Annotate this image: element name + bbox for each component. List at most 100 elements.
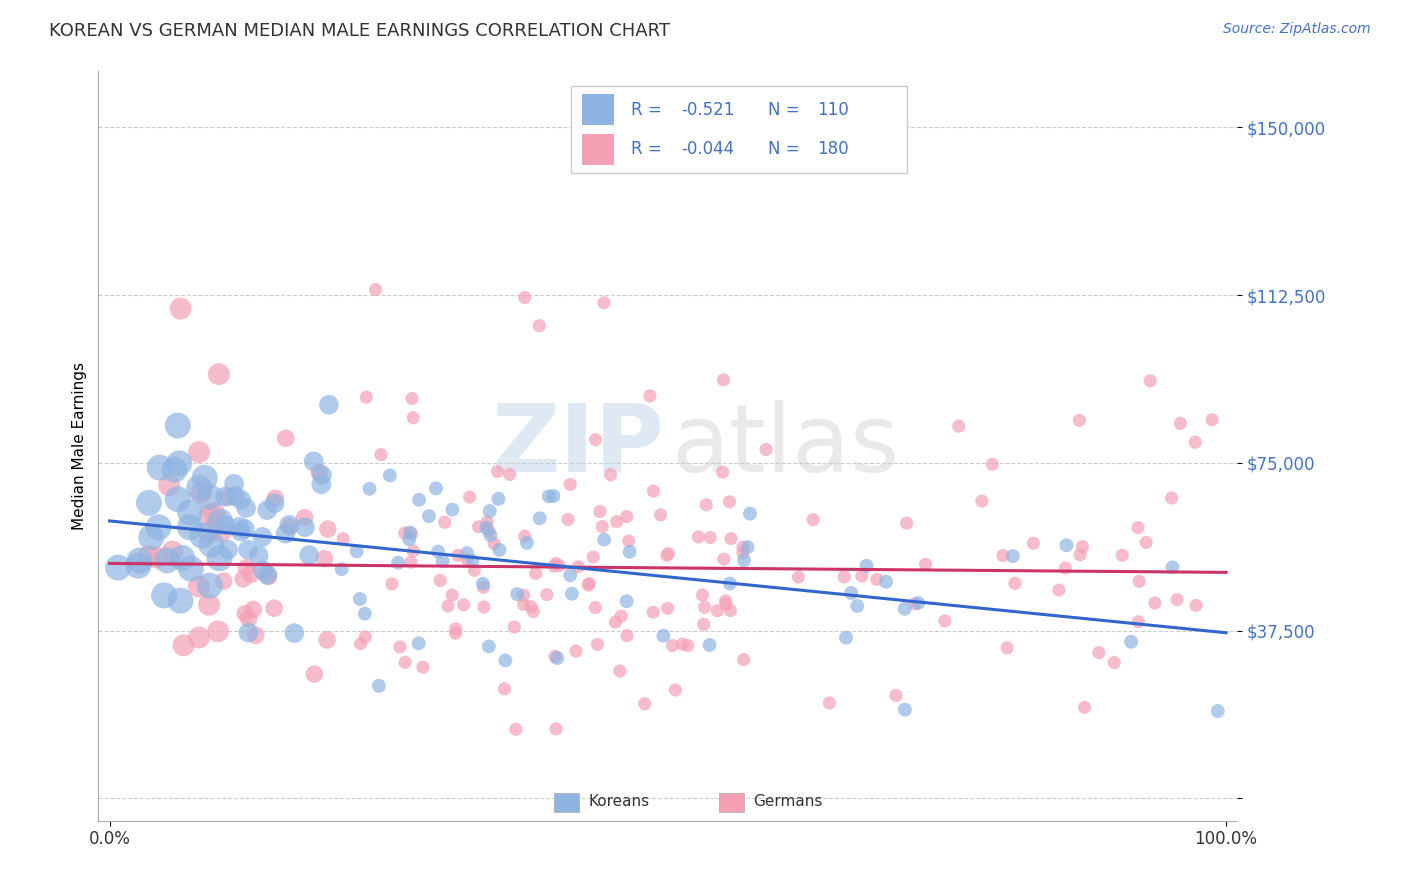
Point bbox=[274, 526, 297, 541]
Point bbox=[214, 490, 236, 504]
Point bbox=[200, 537, 222, 551]
Point bbox=[302, 454, 325, 468]
Point bbox=[657, 547, 679, 561]
Point bbox=[252, 530, 274, 544]
Point bbox=[617, 533, 640, 548]
Point bbox=[354, 630, 377, 644]
FancyBboxPatch shape bbox=[718, 793, 744, 812]
Y-axis label: Median Male Earnings: Median Male Earnings bbox=[72, 362, 87, 530]
Point bbox=[737, 540, 759, 554]
Point bbox=[486, 491, 509, 506]
Point bbox=[399, 525, 422, 540]
Point bbox=[304, 667, 326, 681]
Point bbox=[512, 588, 534, 602]
Point bbox=[1166, 592, 1188, 607]
Point bbox=[488, 542, 510, 557]
Text: -0.521: -0.521 bbox=[682, 101, 735, 119]
Point bbox=[693, 600, 716, 615]
Point bbox=[401, 392, 423, 406]
Point bbox=[432, 554, 454, 568]
Point bbox=[855, 558, 877, 573]
Point bbox=[308, 465, 330, 479]
Point bbox=[456, 546, 478, 560]
Point bbox=[576, 578, 599, 592]
Point bbox=[408, 636, 430, 650]
Point bbox=[247, 549, 270, 563]
Point bbox=[128, 553, 150, 567]
Point bbox=[634, 697, 657, 711]
Point bbox=[1135, 535, 1157, 549]
Point bbox=[401, 526, 423, 541]
Point bbox=[198, 524, 221, 539]
Point bbox=[720, 532, 742, 546]
Point bbox=[692, 617, 714, 632]
Point bbox=[235, 560, 257, 574]
Point bbox=[222, 476, 245, 491]
Point bbox=[149, 460, 172, 475]
Point bbox=[486, 465, 509, 479]
Point bbox=[537, 489, 560, 503]
Point bbox=[240, 567, 263, 582]
Point bbox=[676, 639, 699, 653]
Point bbox=[1201, 413, 1223, 427]
Point bbox=[529, 318, 551, 333]
Text: -0.044: -0.044 bbox=[682, 140, 735, 158]
Point bbox=[256, 503, 278, 517]
Point bbox=[1160, 491, 1182, 505]
Point bbox=[567, 559, 589, 574]
Point bbox=[441, 588, 464, 602]
Point bbox=[733, 553, 755, 567]
Point bbox=[316, 522, 339, 536]
Point bbox=[316, 632, 339, 647]
Point bbox=[536, 588, 558, 602]
Point bbox=[695, 498, 717, 512]
Point bbox=[839, 586, 862, 600]
Point bbox=[543, 559, 565, 574]
Point bbox=[671, 637, 693, 651]
Point bbox=[399, 555, 422, 569]
Point bbox=[157, 478, 180, 492]
Point bbox=[456, 552, 478, 566]
Point bbox=[1111, 548, 1133, 562]
Point bbox=[544, 722, 567, 736]
Point bbox=[606, 515, 628, 529]
Point bbox=[513, 529, 536, 543]
Point bbox=[494, 681, 516, 696]
Point bbox=[458, 490, 481, 504]
Point bbox=[238, 612, 260, 626]
Point bbox=[1185, 599, 1208, 613]
Point bbox=[1170, 417, 1192, 431]
Point bbox=[638, 389, 661, 403]
Point bbox=[242, 602, 264, 616]
Point bbox=[148, 520, 170, 534]
Point bbox=[516, 536, 538, 550]
Point bbox=[711, 465, 734, 479]
Point bbox=[498, 467, 520, 482]
Point bbox=[664, 683, 686, 698]
Point bbox=[447, 549, 470, 563]
Point bbox=[616, 509, 638, 524]
Point bbox=[731, 541, 754, 555]
Point bbox=[1206, 704, 1229, 718]
Point bbox=[229, 492, 252, 507]
Point bbox=[585, 433, 607, 447]
Point bbox=[583, 600, 606, 615]
Point bbox=[235, 500, 257, 515]
Text: N =: N = bbox=[768, 101, 800, 119]
Point bbox=[153, 588, 176, 602]
FancyBboxPatch shape bbox=[571, 87, 907, 172]
Point bbox=[610, 609, 633, 624]
Point bbox=[263, 601, 285, 615]
Point bbox=[198, 598, 221, 612]
Point bbox=[718, 576, 741, 591]
Point bbox=[218, 491, 240, 505]
Point bbox=[801, 513, 824, 527]
Point bbox=[593, 533, 616, 547]
Point bbox=[586, 637, 609, 651]
Text: 180: 180 bbox=[817, 140, 849, 158]
Point bbox=[364, 283, 387, 297]
Point bbox=[388, 640, 411, 654]
Point bbox=[1001, 549, 1024, 563]
Point bbox=[444, 622, 467, 636]
Point bbox=[934, 614, 956, 628]
